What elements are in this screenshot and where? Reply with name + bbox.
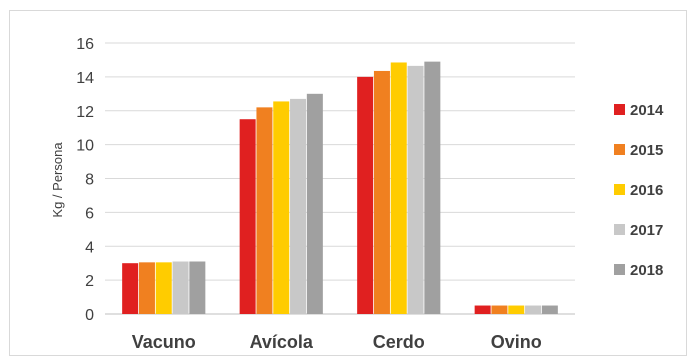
y-tick-label: 10 xyxy=(76,138,94,155)
x-category-label: Cerdo xyxy=(373,332,425,352)
x-category-label: Vacuno xyxy=(132,332,196,352)
bar-Cerdo-2018 xyxy=(424,61,441,314)
bar-Cerdo-2014 xyxy=(357,76,374,314)
legend-swatch xyxy=(614,184,625,195)
legend-label: 2015 xyxy=(630,142,663,159)
bar-Avícola-2015 xyxy=(256,107,273,314)
bar-Avícola-2018 xyxy=(306,93,323,314)
y-tick-label: 12 xyxy=(76,104,94,121)
legend-label: 2017 xyxy=(630,222,663,239)
y-axis-ticks: 0 2 4 6 8 10 12 14 16 xyxy=(76,36,94,324)
y-tick-label: 14 xyxy=(76,70,94,87)
y-tick-label: 16 xyxy=(76,36,94,53)
y-tick-label: 6 xyxy=(85,205,94,222)
legend-swatch xyxy=(614,224,625,235)
bar-Avícola-2017 xyxy=(290,98,307,314)
bars xyxy=(122,61,558,315)
legend-swatch xyxy=(614,144,625,155)
bar-Avícola-2014 xyxy=(239,119,256,314)
y-tick-label: 0 xyxy=(85,307,94,324)
legend-label: 2014 xyxy=(630,102,664,119)
bar-Ovino-2016 xyxy=(508,305,525,314)
bar-Cerdo-2016 xyxy=(390,62,407,315)
y-tick-label: 8 xyxy=(85,172,94,189)
bar-Ovino-2018 xyxy=(541,305,558,314)
y-tick-label: 4 xyxy=(85,239,94,256)
legend-label: 2016 xyxy=(630,182,663,199)
bar-Cerdo-2015 xyxy=(373,70,390,315)
legend-swatch xyxy=(614,104,625,115)
legend-label: 2018 xyxy=(630,262,663,279)
x-category-label: Avícola xyxy=(250,332,314,352)
bar-Vacuno-2017 xyxy=(172,261,189,314)
y-axis-label: Kg / Persona xyxy=(50,142,65,218)
bar-Vacuno-2014 xyxy=(122,263,139,314)
legend-swatch xyxy=(614,264,625,275)
x-axis-categories: Vacuno Avícola Cerdo Ovino xyxy=(132,332,542,352)
bar-Vacuno-2015 xyxy=(138,262,155,314)
bar-Ovino-2014 xyxy=(474,305,491,314)
bar-Ovino-2015 xyxy=(491,305,508,314)
bar-Ovino-2017 xyxy=(525,305,542,314)
bar-Vacuno-2016 xyxy=(155,262,172,314)
y-tick-label: 2 xyxy=(85,273,94,290)
x-category-label: Ovino xyxy=(491,332,542,352)
chart-frame xyxy=(9,10,687,356)
bar-Avícola-2016 xyxy=(273,101,290,314)
legend: 2014 2015 2016 2017 2018 xyxy=(614,102,664,279)
bar-Vacuno-2018 xyxy=(189,261,206,314)
bar-Cerdo-2017 xyxy=(407,65,424,314)
